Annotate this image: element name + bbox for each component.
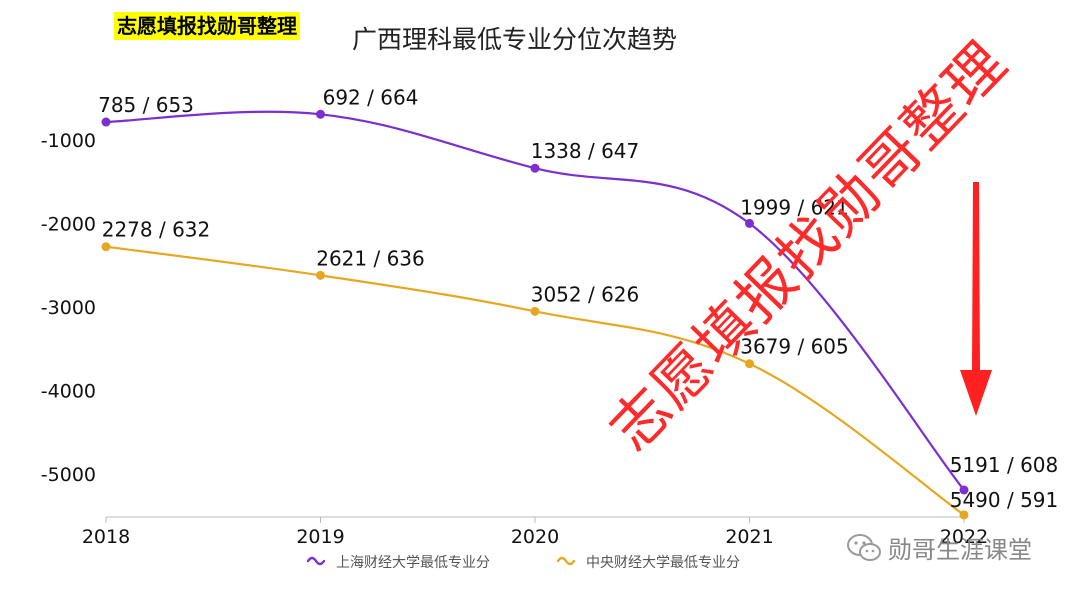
data-label: 785 / 653 — [98, 93, 194, 117]
data-label: 5191 / 608 — [950, 453, 1059, 477]
x-tick-label: 2018 — [82, 526, 130, 548]
data-label: 2621 / 636 — [316, 246, 425, 270]
y-tick-label: -5000 — [41, 464, 96, 486]
data-point — [530, 306, 540, 316]
data-point — [316, 109, 325, 119]
data-point — [959, 510, 969, 520]
y-tick-label: -4000 — [41, 381, 96, 403]
data-point — [101, 117, 111, 127]
y-tick-label: -2000 — [41, 214, 96, 236]
x-tick-label: 2020 — [511, 526, 559, 548]
data-label: 3052 / 626 — [531, 282, 640, 306]
data-point — [530, 163, 540, 173]
wechat-account: 勋哥生涯课堂 — [846, 530, 1032, 565]
data-point — [316, 270, 325, 280]
data-label: 1338 / 647 — [531, 139, 640, 163]
data-point — [745, 359, 754, 369]
x-tick-label: 2021 — [725, 526, 773, 548]
x-tick-label: 2019 — [296, 526, 344, 548]
data-label: 5490 / 591 — [950, 488, 1059, 512]
x-tick-label: 2022 — [940, 526, 988, 548]
down-arrow-icon — [960, 182, 992, 416]
legend-swatch — [306, 556, 326, 566]
account-name: 勋哥生涯课堂 — [888, 536, 1032, 564]
wechat-icon — [847, 533, 881, 561]
y-tick-label: -3000 — [41, 297, 96, 319]
data-label: 692 / 664 — [323, 85, 419, 109]
data-label: 2278 / 632 — [102, 218, 211, 242]
data-label: 3679 / 605 — [740, 335, 849, 359]
legend-label: 上海财经大学最低专业分 — [336, 555, 490, 571]
author-tag: 志愿填报找勋哥整理 — [114, 12, 300, 40]
chart-title: 广西理科最低专业分位次趋势 — [352, 25, 678, 54]
data-label: 1999 / 621 — [740, 195, 849, 219]
data-point — [101, 242, 111, 252]
data-point — [959, 485, 969, 495]
legend-swatch — [556, 556, 576, 566]
series-line — [105, 110, 965, 491]
data-point — [745, 218, 754, 228]
legend-label: 中央财经大学最低专业分 — [586, 555, 740, 571]
y-tick-label: -1000 — [41, 130, 96, 152]
